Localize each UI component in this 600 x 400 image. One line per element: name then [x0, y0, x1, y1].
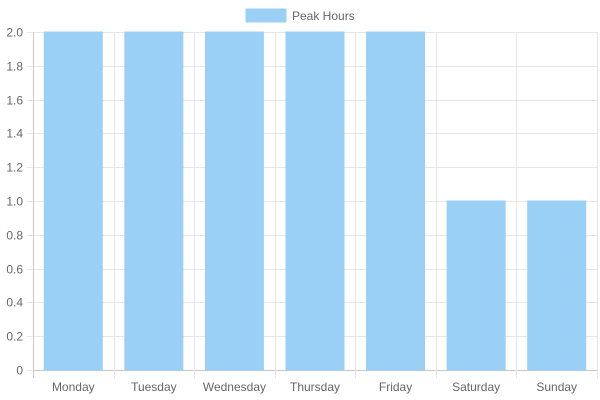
y-tick-label: 0.4: [6, 296, 23, 310]
x-tick-label: Saturday: [452, 380, 500, 394]
y-tick-label: 0.8: [6, 229, 23, 243]
bar-tuesday[interactable]: [124, 31, 184, 371]
bar-friday[interactable]: [366, 31, 426, 371]
bar-wednesday[interactable]: [204, 31, 264, 371]
x-tick-label: Wednesday: [203, 380, 266, 394]
bar-thursday[interactable]: [285, 31, 345, 371]
x-tick-label: Sunday: [536, 380, 577, 394]
y-tick-label: 1.2: [6, 161, 23, 175]
x-tick-label: Monday: [52, 380, 95, 394]
legend[interactable]: Peak Hours: [245, 8, 355, 23]
bar-sunday[interactable]: [527, 200, 587, 371]
y-tick-label: 0.2: [6, 330, 23, 344]
x-tick-label: Friday: [379, 380, 412, 394]
y-tick-label: 1.8: [6, 60, 23, 74]
y-tick-label: 0.6: [6, 263, 23, 277]
y-tick-label: 1.6: [6, 94, 23, 108]
y-tick-label: 2.0: [6, 26, 23, 40]
bar-saturday[interactable]: [446, 200, 506, 371]
y-tick-label: 1.4: [6, 127, 23, 141]
y-tick-label: 0: [16, 364, 23, 378]
bars: [43, 31, 587, 371]
bar-monday[interactable]: [43, 31, 103, 371]
x-tick-label: Tuesday: [131, 380, 177, 394]
legend-swatch: [245, 8, 287, 23]
y-axis: 0 0.2 0.4 0.6 0.8 1.0 1.2 1.4 1.6 1.8 2.0: [6, 26, 33, 378]
x-axis: Monday Tuesday Wednesday Thursday Friday Satu…: [52, 380, 577, 394]
legend-label: Peak Hours: [292, 9, 355, 23]
y-tick-label: 1.0: [6, 195, 23, 209]
x-tick-label: Thursday: [290, 380, 340, 394]
